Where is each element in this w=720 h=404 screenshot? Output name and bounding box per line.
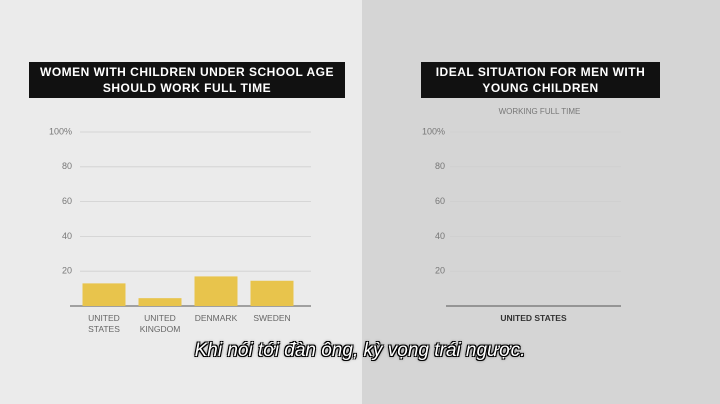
y-tick-label: 80: [435, 161, 445, 171]
y-tick-label: 40: [435, 231, 445, 241]
y-tick-label: 80: [62, 161, 72, 171]
y-tick-label: 100%: [422, 126, 445, 136]
video-caption: Khi nói tới đàn ông, kỳ vọng trái ngược.: [194, 340, 526, 361]
chart-subtitle: WORKING FULL TIME: [498, 107, 581, 116]
chart-title: WOMEN WITH CHILDREN UNDER SCHOOL AGE SHOU…: [29, 62, 345, 98]
bar: [250, 280, 294, 306]
title-line: SHOULD WORK FULL TIME: [102, 81, 272, 95]
x-tick-label: UNITED STATES: [88, 313, 120, 334]
y-tick-label: 20: [62, 266, 72, 276]
x-tick-label: UNITED STATES: [500, 313, 567, 323]
title-line: WOMEN WITH CHILDREN UNDER SCHOOL AGE: [40, 65, 334, 79]
y-tick-label: 60: [435, 196, 445, 206]
bar: [194, 276, 238, 306]
bar: [82, 283, 126, 306]
title-line: YOUNG CHILDREN: [482, 81, 599, 95]
y-tick-label: 40: [62, 231, 72, 241]
title-line: IDEAL SITUATION FOR MEN WITH: [435, 65, 646, 79]
chart-title: IDEAL SITUATION FOR MEN WITH YOUNG CHILDR…: [421, 62, 660, 98]
bar: [138, 298, 182, 306]
y-tick-label: 100%: [49, 126, 72, 136]
y-tick-label: 20: [435, 266, 445, 276]
y-tick-label: 60: [62, 196, 72, 206]
x-tick-label: SWEDEN: [253, 313, 291, 323]
x-tick-label: DENMARK: [194, 313, 238, 323]
x-tick-label: UNITED KINGDOM: [139, 313, 181, 334]
